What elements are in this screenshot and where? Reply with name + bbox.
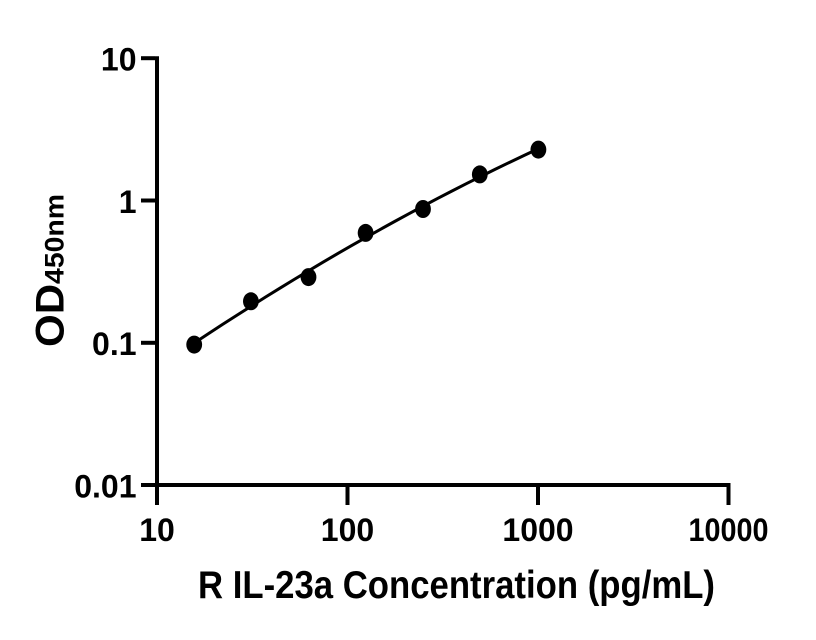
svg-text:1: 1 xyxy=(119,184,137,220)
svg-text:100: 100 xyxy=(321,512,374,548)
svg-text:0.1: 0.1 xyxy=(92,326,136,362)
svg-text:10: 10 xyxy=(101,42,137,78)
svg-text:10: 10 xyxy=(139,512,175,548)
svg-text:1000: 1000 xyxy=(502,512,573,548)
svg-text:10000: 10000 xyxy=(689,512,769,548)
svg-text:R IL-23a Concentration (pg/mL): R IL-23a Concentration (pg/mL) xyxy=(198,564,715,607)
svg-text:0.01: 0.01 xyxy=(74,468,136,504)
svg-text:OD450nm: OD450nm xyxy=(29,194,73,347)
